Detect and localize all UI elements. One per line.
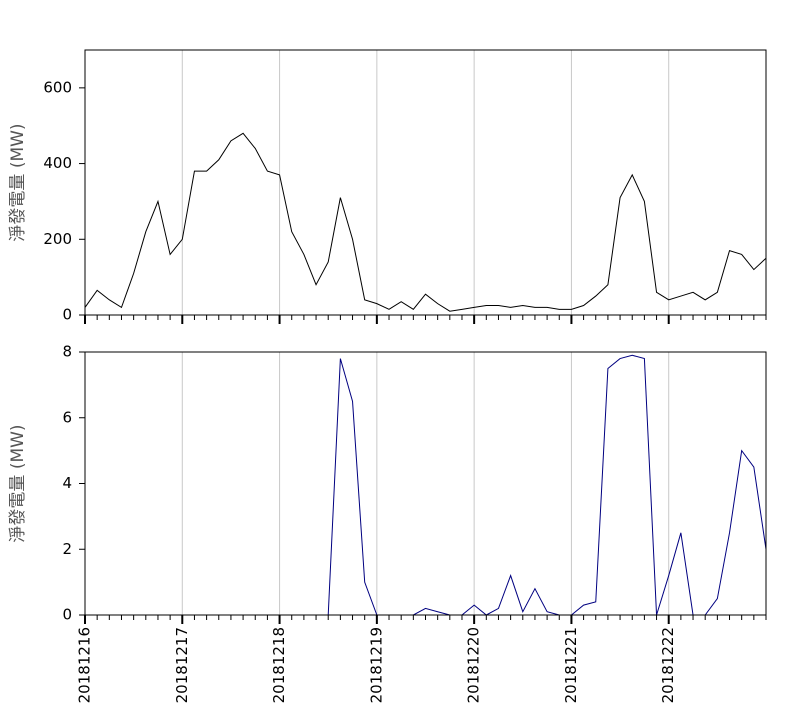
x-tick-label: 20181220 <box>465 627 483 703</box>
y-tick-label: 6 <box>62 408 72 426</box>
y-axis-label: 淨發電量 (MW) <box>8 123 28 241</box>
x-tick-label: 20181221 <box>562 627 580 703</box>
y-tick-label: 600 <box>43 78 72 96</box>
y-tick-label: 0 <box>62 306 72 324</box>
plot-frame <box>84 49 767 316</box>
plot-frame <box>84 351 767 616</box>
y-tick-label: 4 <box>62 474 72 492</box>
x-tick-label: 20181217 <box>173 627 191 703</box>
y-tick-label: 2 <box>62 540 72 558</box>
line-series <box>84 132 767 312</box>
x-tick-label: 20181219 <box>367 627 385 703</box>
x-tick-label: 20181222 <box>659 627 677 703</box>
y-tick-label: 200 <box>43 230 72 248</box>
y-tick-label: 0 <box>62 606 72 624</box>
x-tick-label: 20181218 <box>270 627 288 703</box>
y-axis-label: 淨發電量 (MW) <box>8 424 28 542</box>
x-tick-label: 20181216 <box>76 627 94 703</box>
y-tick-label: 400 <box>43 154 72 172</box>
y-tick-label: 8 <box>62 343 72 361</box>
line-series <box>85 354 767 616</box>
